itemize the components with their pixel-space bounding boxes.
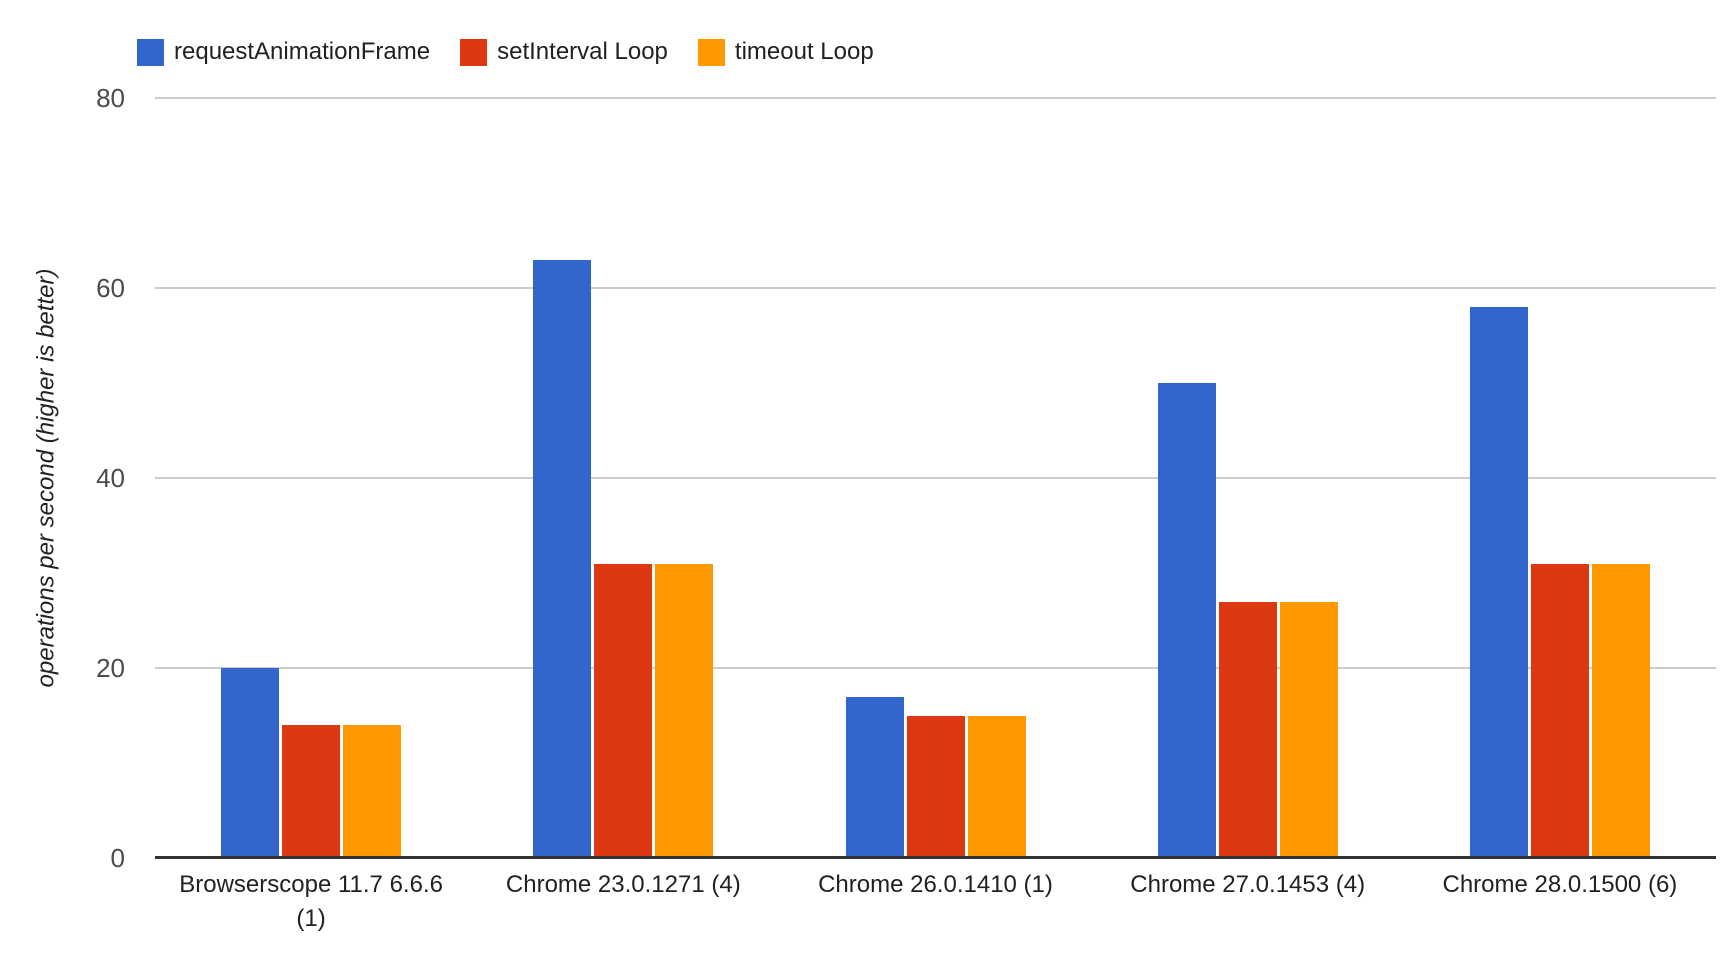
bar-timeout-loop[interactable] [343,725,402,858]
bar-setinterval-loop[interactable] [1530,563,1589,858]
legend-item-setinterval-loop: setInterval Loop [460,38,668,66]
legend-label: setInterval Loop [497,38,668,65]
x-axis-label-chrome-26-0-1410-1: Chrome 26.0.1410 (1) [818,871,1053,898]
bar-group-chrome-23-0-1271-4 [533,259,714,858]
legend-swatch-setinterval-loop [460,38,488,66]
bar-group-chrome-27-0-1453-4 [1157,383,1338,858]
plot-area [155,97,1716,859]
x-axis-label-chrome-23-0-1271-4: Chrome 23.0.1271 (4) [505,871,741,898]
gridline-80 [155,97,1716,99]
y-tick-label-0: 0 [110,843,125,873]
bar-requestanimationframe[interactable] [221,668,280,858]
bar-timeout-loop[interactable] [967,715,1026,858]
bar-group-chrome-28-0-1500-6 [1469,307,1650,858]
chart-legend: requestAnimationFrame setInterval Loop tim… [137,38,874,66]
x-axis-line [155,856,1716,859]
y-axis-tick-labels: 0 20 40 60 80 [0,83,125,873]
gridline-20 [155,667,1716,669]
bar-timeout-loop[interactable] [655,563,714,858]
bar-setinterval-loop[interactable] [594,563,653,858]
y-tick-label-20: 20 [96,653,125,683]
legend-label: requestAnimationFrame [174,38,431,65]
x-axis-label-chrome-27-0-1453-4: Chrome 27.0.1453 (4) [1130,871,1366,898]
bar-setinterval-loop[interactable] [906,715,965,858]
bar-group-chrome-26-0-1410-1 [845,696,1026,858]
y-tick-label-60: 60 [96,273,125,303]
bar-timeout-loop[interactable] [1591,563,1650,858]
y-tick-label-40: 40 [96,463,125,493]
bar-requestanimationframe[interactable] [533,259,592,858]
legend-swatch-timeout-loop [697,38,725,66]
legend-label: timeout Loop [734,38,874,65]
gridline-60 [155,287,1716,289]
bar-requestanimationframe[interactable] [1157,383,1216,858]
legend-swatch-requestanimationframe [137,38,164,66]
bar-timeout-loop[interactable] [1279,601,1338,858]
bar-group-browserscope-11-7-6-6-6-1 [221,668,402,858]
legend-item-requestanimationframe: requestAnimationFrame [137,38,430,66]
bar-requestanimationframe[interactable] [845,696,904,858]
x-axis-label-browserscope-11-7-6-6-6-1: Browserscope 11.7 6.6.6 (1) [179,871,443,932]
bar-requestanimationframe[interactable] [1469,307,1528,858]
y-tick-label-80: 80 [96,83,125,113]
bar-setinterval-loop[interactable] [282,725,341,858]
x-axis-labels: Browserscope 11.7 6.6.6 (1) Chrome 23.0.1… [155,868,1716,948]
x-axis-label-chrome-28-0-1500-6: Chrome 28.0.1500 (6) [1442,871,1678,898]
legend-item-timeout-loop: timeout Loop [697,38,874,66]
gridline-40 [155,477,1716,479]
bar-setinterval-loop[interactable] [1218,601,1277,858]
